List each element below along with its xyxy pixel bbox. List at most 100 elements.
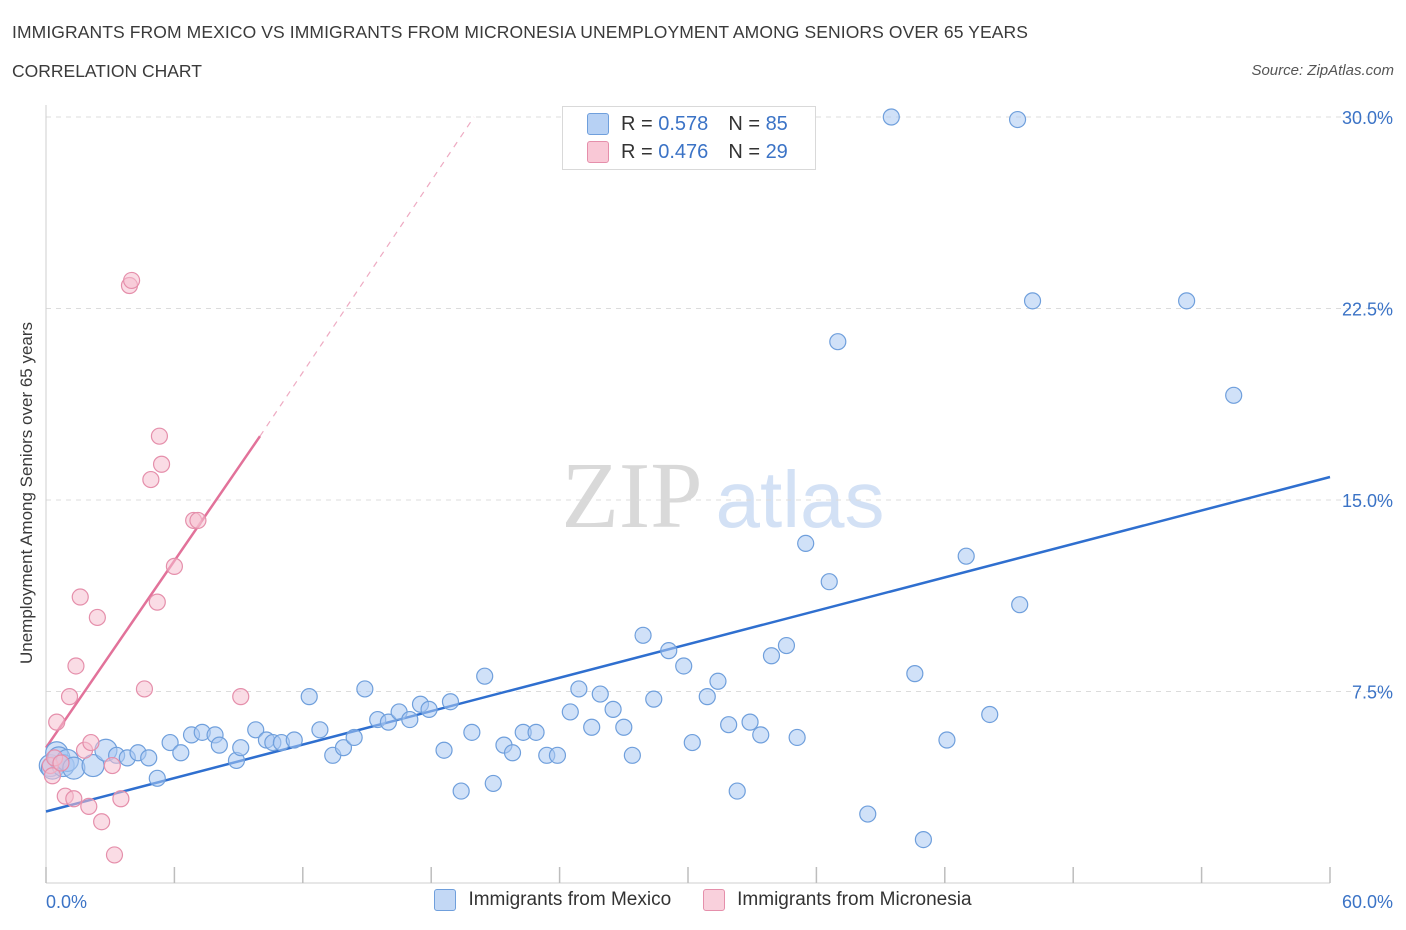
mexico-n-label: N = [728,112,760,135]
point-0-34 [379,713,397,731]
point-0-53 [583,718,601,736]
point-0-46 [503,744,522,762]
grid-lines [46,116,1390,692]
point-1-11 [80,797,98,816]
point-1-17 [112,790,130,808]
point-1-7 [65,790,83,808]
point-0-64 [709,672,727,690]
point-1-13 [88,608,106,627]
legend-micronesia-swatch [703,889,726,911]
point-0-41 [452,782,470,800]
point-0-65 [720,716,738,734]
point-1-12 [82,733,100,752]
point-0-84 [1023,292,1042,310]
point-1-22 [148,593,166,611]
point-0-32 [356,680,374,698]
y-tick-label-0: 7.5% [1352,683,1393,703]
point-1-28 [232,688,250,706]
legend-item-micronesia: Immigrants from Micronesia [703,889,972,911]
micronesia-swatch [587,141,609,163]
trend-extension-1 [259,116,475,437]
point-0-27 [300,688,318,706]
x-tick-label-min: 0.0% [46,892,87,912]
point-1-19 [123,271,141,290]
legend-row-mexico: R = 0.578 N = 85 [587,112,788,136]
point-0-31 [345,728,363,747]
legend-mexico-swatch [434,889,457,911]
point-0-82 [1008,110,1027,129]
point-0-86 [1225,386,1243,404]
point-0-72 [797,534,815,553]
legend-micronesia-label: Immigrants from Micronesia [737,889,972,910]
point-0-79 [938,731,956,749]
series-1-points [41,271,250,864]
point-0-13 [148,769,166,787]
trend-line-0 [45,475,1331,813]
point-0-78 [914,830,933,849]
point-0-15 [172,744,190,762]
legend-item-mexico: Immigrants from Mexico [434,889,671,911]
legend-row-micronesia: R = 0.476 N = 29 [587,140,788,164]
point-0-14 [161,733,179,752]
point-0-38 [420,700,438,718]
point-0-12 [140,749,158,767]
point-0-30 [334,739,353,757]
point-0-36 [401,710,419,729]
x-tick-labels: 0.0% 60.0% [46,892,1393,912]
point-0-81 [981,705,999,724]
trend-line-1 [44,435,262,749]
point-0-70 [777,636,796,655]
point-0-40 [441,693,460,711]
point-0-85 [1178,292,1196,310]
point-0-19 [210,736,228,754]
point-1-6 [60,688,79,706]
mexico-r-label: R = [621,112,653,135]
y-tick-label-3: 30.0% [1342,108,1393,128]
point-0-28 [311,721,329,739]
point-0-74 [829,333,847,351]
chart-title: IMMIGRANTS FROM MEXICO VS IMMIGRANTS FRO… [12,22,1029,42]
point-0-75 [859,805,877,823]
point-1-16 [105,846,124,864]
point-0-39 [435,741,453,759]
mexico-r-value: 0.578 [658,112,709,135]
point-1-24 [152,455,171,473]
point-0-63 [698,688,716,706]
trend-lines [44,116,1331,813]
micronesia-r-label: R = [621,140,653,163]
data-points [38,108,1243,864]
point-0-43 [476,667,494,685]
point-0-77 [906,665,924,683]
point-0-50 [548,746,567,764]
point-0-44 [484,774,502,793]
micronesia-r-value: 0.476 [658,140,709,163]
series-legend: Immigrants from Mexico Immigrants from M… [0,889,1406,911]
stats-legend: R = 0.578 N = 85 R = 0.476 N = 29 [562,106,816,170]
point-0-57 [623,746,641,764]
point-0-55 [604,700,622,718]
chart-subtitle: CORRELATION CHART [12,61,202,81]
point-0-52 [570,680,588,698]
point-1-3 [48,713,66,731]
point-1-4 [52,754,70,772]
x-tick-label-max: 60.0% [1342,892,1393,912]
point-0-69 [762,647,781,665]
point-1-20 [135,680,154,698]
point-1-27 [189,511,207,530]
y-tick-label-2: 22.5% [1342,300,1393,320]
series-0-points [38,108,1243,849]
point-0-61 [675,657,693,675]
point-0-54 [591,685,609,703]
point-0-66 [728,782,746,800]
point-0-62 [683,733,701,752]
point-0-51 [561,703,579,721]
point-0-73 [820,573,838,591]
point-0-21 [232,739,250,757]
point-0-83 [1011,596,1029,614]
point-0-68 [752,726,770,744]
point-0-22 [247,721,265,739]
point-0-71 [788,728,806,747]
point-0-26 [285,731,303,749]
point-1-23 [150,427,169,445]
micronesia-n-label: N = [728,140,760,163]
